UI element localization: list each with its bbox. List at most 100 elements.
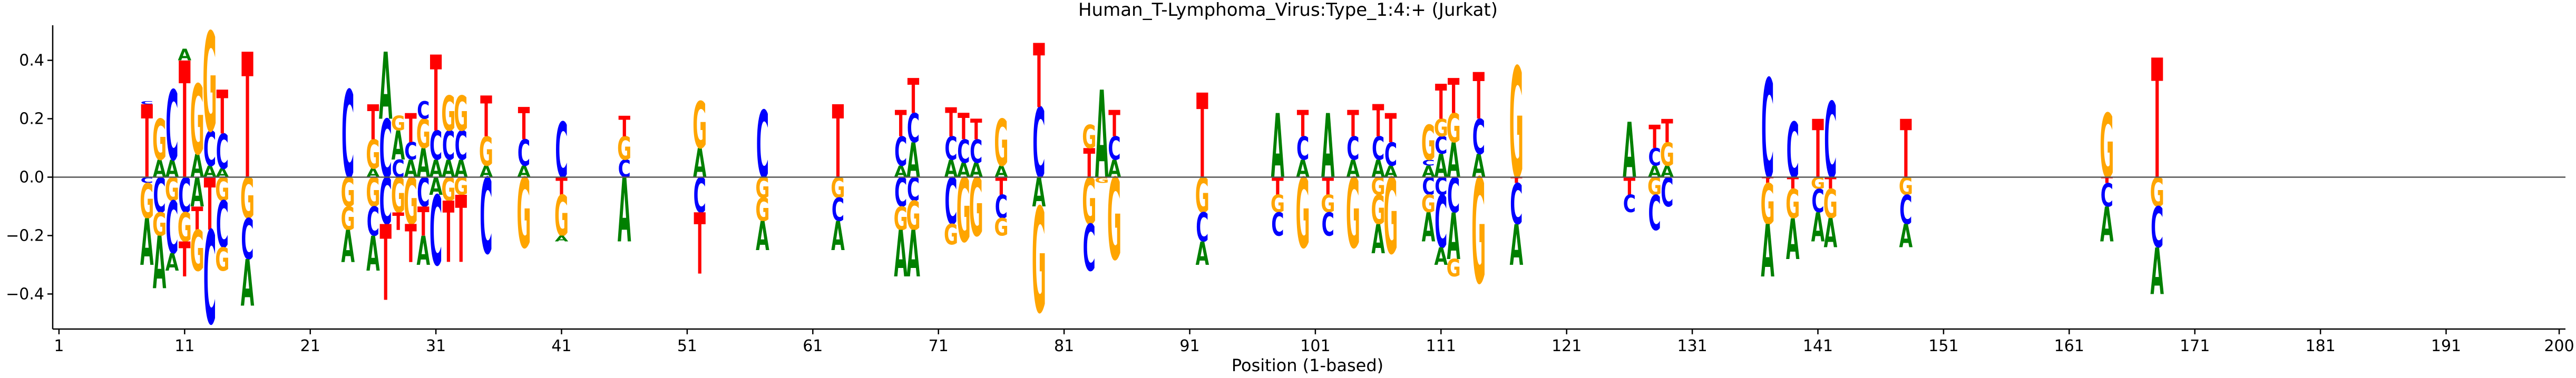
- logo-letter-t: T: [1473, 60, 1485, 135]
- logo-letter-t: T: [1033, 26, 1045, 128]
- logo-letter-c: C: [957, 133, 970, 171]
- logo-letter-t: T: [1510, 176, 1523, 185]
- logo-letter-t: T: [1812, 103, 1824, 196]
- x-tick-label: 111: [1426, 337, 1456, 355]
- logo-letter-g: G: [2100, 96, 2114, 198]
- logo-letter-a: A: [153, 155, 167, 183]
- logo-letter-t: T: [1108, 103, 1120, 145]
- logo-letter-t: T: [1787, 175, 1799, 193]
- logo-letter-g: G: [1095, 176, 1109, 185]
- logo-letter-t: T: [555, 173, 568, 201]
- x-tick-label: 1: [54, 337, 64, 355]
- logo-letter-a: A: [442, 155, 455, 183]
- logo-letter-c: C: [203, 204, 216, 353]
- logo-letter-c: C: [165, 187, 178, 271]
- logo-letter-a: A: [416, 140, 430, 186]
- logo-letter-a: A: [1108, 155, 1121, 183]
- logo-letter-c: C: [894, 128, 907, 175]
- logo-letter-t: T: [1824, 175, 1837, 193]
- logo-letter-g: G: [1421, 115, 1436, 171]
- x-tick-label: 121: [1552, 337, 1582, 355]
- logo-letter-t: T: [179, 28, 191, 215]
- logo-letter-g: G: [1346, 158, 1360, 270]
- logo-letter-c: C: [907, 105, 920, 152]
- logo-letter-g: G: [969, 162, 983, 255]
- logo-letter-a: A: [341, 221, 355, 272]
- logo-letter-c: C: [1787, 107, 1799, 195]
- logo-letter-c: C: [341, 67, 354, 206]
- logo-letter-g: G: [178, 205, 192, 251]
- logo-letter-c: C: [1661, 170, 1673, 216]
- logo-letter-g: G: [1371, 187, 1385, 233]
- logo-letter-a: A: [1422, 163, 1436, 181]
- logo-letter-c: C: [1296, 130, 1309, 167]
- logo-letter-c: C: [944, 130, 957, 167]
- logo-letter-t: T: [832, 85, 844, 202]
- logo-letter-a: A: [454, 155, 468, 183]
- logo-letter-c: C: [392, 155, 404, 183]
- logo-letter-c: C: [241, 207, 253, 272]
- logo-letter-a: A: [140, 206, 154, 281]
- logo-letter-a: A: [241, 247, 255, 322]
- x-tick-label: 171: [2180, 337, 2210, 355]
- logo-letter-t: T: [1435, 75, 1447, 131]
- logo-letter-c: C: [1623, 191, 1636, 218]
- logo-letter-a: A: [1447, 200, 1460, 275]
- logo-letter-c: C: [455, 123, 467, 169]
- logo-letter-a: A: [404, 155, 418, 183]
- logo-letter-g: G: [366, 132, 380, 178]
- logo-letter-t: T: [217, 77, 229, 147]
- logo-letter-g: G: [190, 218, 204, 284]
- logo-letter-g: G: [152, 206, 167, 244]
- logo-letter-t: T: [1385, 105, 1397, 152]
- logo-letter-c: C: [1899, 187, 1912, 233]
- logo-letter-g: G: [1383, 157, 1398, 278]
- logo-letter-t: T: [2101, 176, 2113, 185]
- logo-letter-t: T: [1347, 103, 1359, 145]
- logo-letter-a: A: [1296, 155, 1310, 183]
- logo-letter-g: G: [1471, 148, 1486, 316]
- logo-letter-g: G: [479, 128, 493, 175]
- logo-letter-a: A: [1196, 235, 1209, 273]
- logo-letter-c: C: [1032, 88, 1045, 200]
- x-tick-label: 81: [1054, 337, 1074, 355]
- logo-letter-a: A: [1811, 205, 1825, 251]
- logo-letter-t: T: [179, 232, 191, 288]
- logo-letter-g: G: [1271, 191, 1285, 218]
- logo-letter-t: T: [1372, 95, 1384, 146]
- logo-letter-a: A: [1510, 213, 1524, 278]
- logo-letter-a: A: [153, 222, 167, 305]
- y-axis-ticks: −0.4 −0.2 0.0 0.2 0.4: [6, 52, 53, 303]
- x-tick-label: 61: [803, 337, 823, 355]
- logo-letter-g: G: [1107, 155, 1121, 285]
- logo-letter-c: C: [1322, 206, 1334, 244]
- logo-letter-t: T: [455, 176, 467, 284]
- logo-letter-c: C: [2101, 177, 2113, 214]
- logo-letter-a: A: [1435, 148, 1448, 185]
- logo-letter-c: C: [417, 97, 430, 125]
- logo-letter-t: T: [405, 215, 417, 275]
- y-tick-label: −0.2: [6, 226, 44, 245]
- logo-letter-a: A: [944, 155, 958, 183]
- logo-letter-g: G: [994, 214, 1008, 242]
- logo-letter-t: T: [970, 114, 982, 146]
- logo-letter-t: T: [430, 35, 442, 155]
- logo-letter-a: A: [517, 163, 531, 181]
- logo-letter-t: T: [191, 200, 203, 237]
- logo-letter-c: C: [430, 123, 442, 169]
- logo-letter-t: T: [392, 208, 404, 236]
- logo-letter-a: A: [165, 249, 179, 277]
- logo-letters: TCCGAAGCGAACGCATACGTAGATGACGTCACTGCGTGCA…: [140, 5, 2164, 353]
- logo-letter-g: G: [1434, 115, 1448, 143]
- logo-letter-c: C: [1761, 52, 1774, 210]
- logo-letter-a: A: [416, 228, 430, 274]
- y-tick-label: 0.4: [19, 52, 44, 70]
- logo-letter-t: T: [1084, 140, 1096, 186]
- logo-letter-a: A: [2100, 197, 2114, 253]
- logo-letter-c: C: [555, 107, 568, 195]
- logo-letter-g: G: [894, 200, 908, 237]
- logo-letter-g: G: [516, 158, 531, 270]
- logo-letter-a: A: [1346, 155, 1360, 183]
- logo-letter-t: T: [367, 95, 379, 151]
- logo-letter-c: C: [2151, 195, 2163, 261]
